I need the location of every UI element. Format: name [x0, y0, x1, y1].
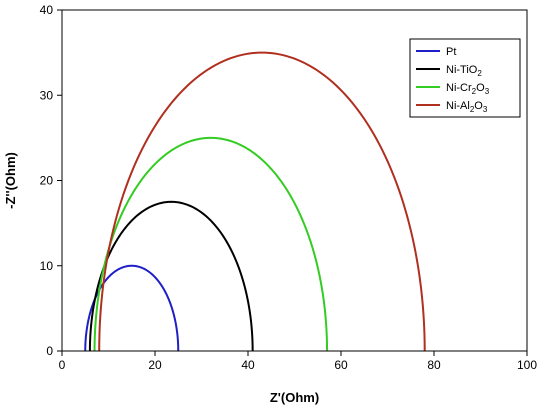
x-tick-label: 100	[517, 358, 537, 372]
legend-label-sub: 2	[470, 105, 475, 114]
x-tick-label: 60	[334, 358, 348, 372]
y-tick-label: 10	[40, 259, 54, 273]
x-tick-label: 0	[59, 358, 66, 372]
legend-label-tail: O	[474, 100, 483, 112]
y-tick-label: 40	[40, 3, 54, 17]
x-tick-label: 80	[427, 358, 441, 372]
series-line-2	[93, 136, 329, 352]
legend-label-sub: 2	[477, 69, 482, 78]
y-tick-label: 0	[46, 344, 53, 358]
series-line-0	[84, 264, 180, 352]
legend-label-2: Ni-Cr2O3	[446, 82, 490, 96]
y-tick-label: 20	[40, 174, 54, 188]
series-layer	[84, 51, 426, 352]
legend-label-sub: 2	[472, 87, 477, 96]
legend-label-main: Ni-Al	[446, 100, 470, 112]
axis-ticks	[57, 9, 528, 356]
series-line-1	[88, 200, 254, 352]
series-line-3	[98, 51, 426, 352]
legend-label-tail-sub: 3	[485, 87, 490, 96]
legend-label-tail: O	[476, 82, 485, 94]
tick-labels: 0 20 40 60 80 100 0 10 20 30 40	[40, 3, 538, 372]
y-axis-title: -Z''(Ohm)	[3, 152, 18, 209]
legend-label-1: Ni-TiO2	[446, 64, 482, 78]
x-axis-title: Z'(Ohm)	[270, 390, 319, 405]
y-tick-label: 30	[40, 88, 54, 102]
legend-label-3: Ni-Al2O3	[446, 100, 488, 114]
legend-label-tail-sub: 3	[483, 105, 488, 114]
legend-label-main: Pt	[446, 46, 456, 58]
x-tick-label: 20	[148, 358, 162, 372]
x-tick-label: 40	[241, 358, 255, 372]
legend-label-main: Ni-Cr	[446, 82, 472, 94]
legend-label-main: Ni-TiO	[446, 64, 478, 76]
legend-label-0: Pt	[446, 46, 456, 58]
plot-area-frame	[61, 9, 528, 352]
